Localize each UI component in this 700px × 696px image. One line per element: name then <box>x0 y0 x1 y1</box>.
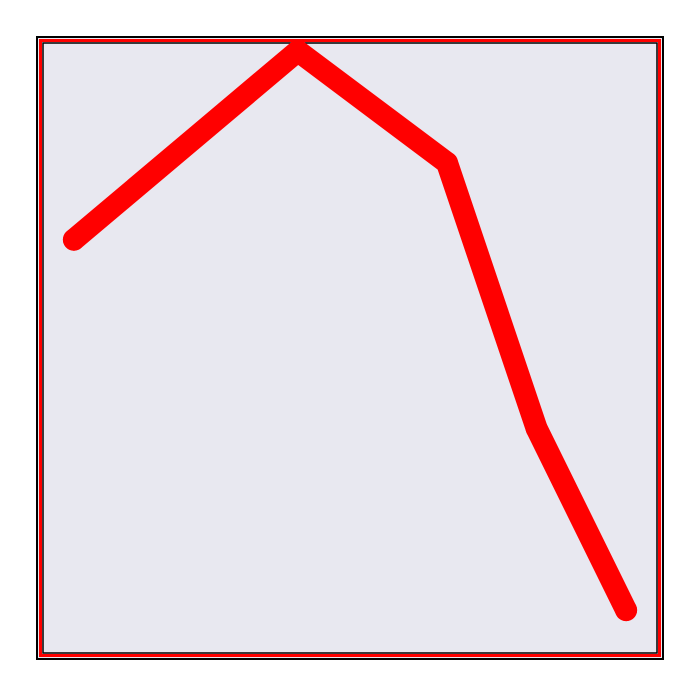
series-0-point-4 <box>615 599 638 622</box>
series-0-point-3 <box>525 417 548 440</box>
series-0-point-1 <box>286 40 309 62</box>
series-0-point-0 <box>62 228 85 251</box>
series-layer <box>62 40 638 622</box>
series-0-point-2 <box>436 151 458 174</box>
plot-background <box>36 36 664 660</box>
plot-frame-core <box>42 42 658 654</box>
plot-frame-inner <box>39 39 661 657</box>
